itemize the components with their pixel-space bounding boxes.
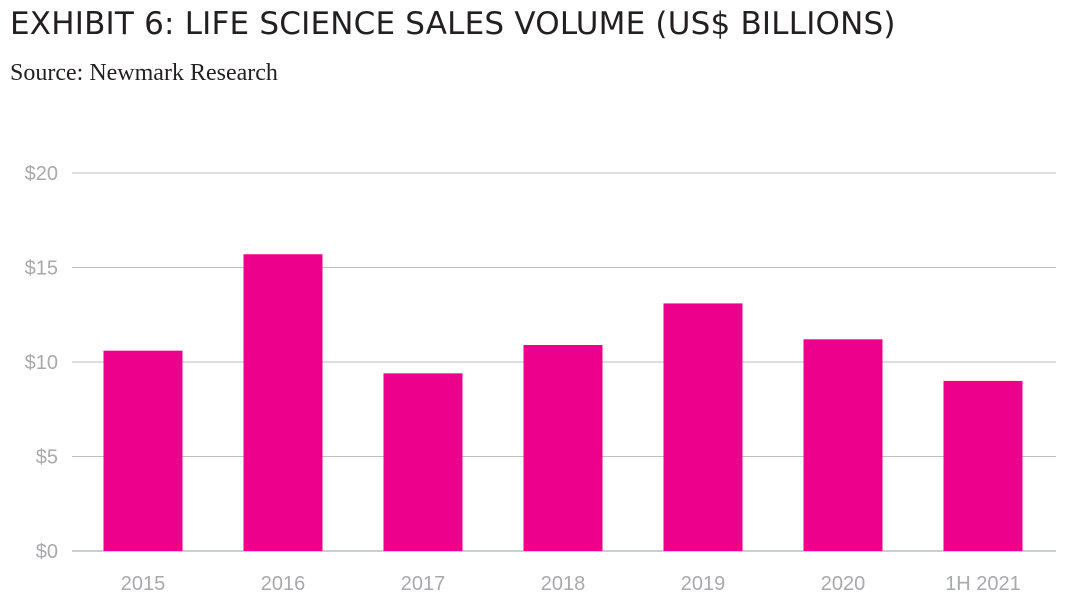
bar-2016 <box>243 254 323 551</box>
bar-2017 <box>383 373 463 551</box>
x-tick-label: 2018 <box>541 573 586 595</box>
y-tick-label: $0 <box>36 541 58 563</box>
y-tick-label: $20 <box>25 163 58 185</box>
x-tick-label: 2015 <box>121 573 166 595</box>
x-tick-label: 2016 <box>261 573 306 595</box>
x-tick-label: 2020 <box>821 573 866 595</box>
x-axis-labels: 2015 2016 2017 2018 2019 2020 1H 2021 <box>121 573 1021 595</box>
bar-1h-2021 <box>943 380 1023 551</box>
x-tick-label: 2019 <box>681 573 726 595</box>
bar-2019 <box>663 303 743 551</box>
x-tick-label: 2017 <box>401 573 446 595</box>
y-tick-label: $15 <box>25 258 58 280</box>
bar-2018 <box>523 344 603 551</box>
bar-2015 <box>103 350 183 551</box>
y-tick-label: $5 <box>36 447 58 469</box>
chart-title: EXHIBIT 6: LIFE SCIENCE SALES VOLUME (US… <box>10 6 896 42</box>
bar-2020 <box>803 339 883 551</box>
y-axis-labels: $0 $5 $10 $15 $20 <box>25 163 58 563</box>
bars <box>103 254 1023 551</box>
y-tick-label: $10 <box>25 352 58 374</box>
x-tick-label: 1H 2021 <box>945 573 1021 595</box>
chart-source: Source: Newmark Research <box>10 60 278 86</box>
